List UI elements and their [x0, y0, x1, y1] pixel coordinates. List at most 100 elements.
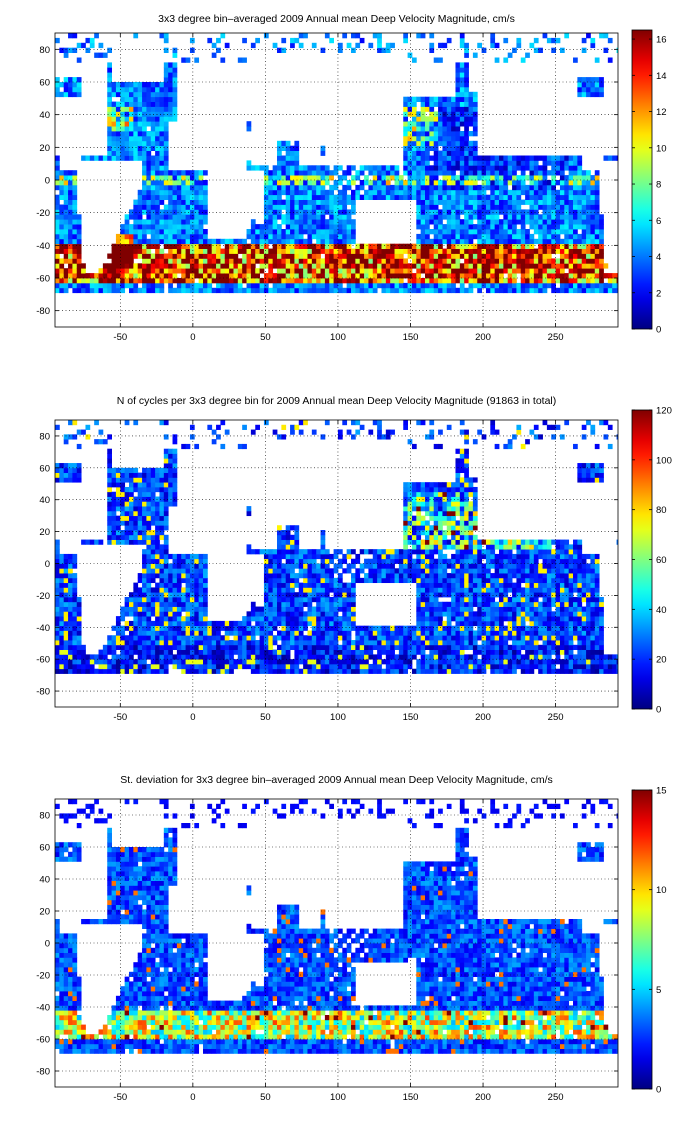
heatmap-cell — [94, 439, 99, 445]
heatmap-cell — [150, 635, 156, 641]
heatmap-cell — [281, 140, 287, 147]
heatmap-cell — [451, 238, 456, 245]
heatmap-cell — [464, 278, 469, 284]
heatmap-cell — [351, 268, 356, 274]
heatmap-cell — [420, 116, 426, 122]
heatmap-cell — [233, 287, 239, 294]
heatmap-cell — [290, 568, 295, 574]
heatmap-cell — [294, 668, 300, 674]
heatmap-cell — [446, 150, 452, 156]
heatmap-cell — [98, 439, 104, 445]
heatmap-cell — [485, 287, 491, 294]
heatmap-cell — [120, 238, 126, 245]
heatmap-cell — [516, 233, 522, 240]
heatmap-cell — [163, 67, 169, 73]
heatmap-cell — [68, 199, 73, 205]
heatmap-cell — [477, 194, 482, 200]
heatmap-cell — [63, 229, 69, 235]
heatmap-cell — [303, 224, 308, 230]
heatmap-cell — [150, 145, 156, 151]
heatmap-cell — [568, 282, 574, 289]
heatmap-cell — [525, 268, 530, 274]
heatmap-cell — [263, 238, 269, 245]
heatmap-cell — [102, 649, 108, 655]
heatmap-cell — [142, 601, 147, 607]
heatmap-cell — [594, 175, 600, 181]
heatmap-cell — [237, 654, 243, 660]
heatmap-cell — [459, 145, 465, 151]
heatmap-cell — [564, 175, 570, 181]
heatmap-cell — [216, 620, 221, 627]
heatmap-cell — [429, 47, 435, 53]
heatmap-cell — [272, 238, 278, 245]
heatmap-cell — [72, 582, 78, 588]
heatmap-cell — [490, 189, 496, 196]
heatmap-cell — [455, 106, 461, 112]
heatmap-cell — [107, 126, 112, 132]
heatmap-cell — [455, 145, 461, 151]
heatmap-cell — [525, 209, 530, 215]
heatmap-cell — [194, 170, 200, 176]
heatmap-cell — [385, 263, 391, 269]
heatmap-cell — [459, 238, 465, 245]
heatmap-cell — [120, 150, 126, 156]
heatmap-cell — [146, 663, 152, 670]
heatmap-cell — [107, 47, 112, 53]
heatmap-cell — [364, 263, 369, 269]
heatmap-cell — [516, 219, 522, 225]
heatmap-cell — [303, 620, 308, 627]
heatmap-cell — [316, 596, 321, 603]
heatmap-cell — [364, 268, 369, 274]
heatmap-cell — [163, 86, 169, 93]
heatmap-cell — [520, 238, 526, 245]
heatmap-cell — [237, 243, 243, 249]
heatmap-cell — [507, 258, 513, 264]
heatmap-cell — [446, 131, 452, 137]
heatmap-cell — [124, 530, 130, 536]
heatmap-cell — [468, 214, 474, 220]
heatmap-cell — [303, 33, 308, 39]
heatmap-cell — [120, 501, 126, 507]
heatmap-cell — [364, 282, 369, 289]
heatmap-cell — [155, 287, 160, 294]
heatmap-cell — [133, 525, 139, 531]
heatmap-cell — [146, 116, 152, 122]
heatmap-cell — [111, 496, 117, 502]
heatmap-cell — [102, 155, 108, 161]
heatmap-cell — [81, 429, 86, 435]
heatmap-cell — [337, 194, 343, 200]
heatmap-cell — [176, 282, 182, 289]
heatmap-cell — [120, 258, 126, 264]
heatmap-cell — [268, 263, 274, 269]
heatmap-cell — [499, 175, 504, 181]
heatmap-cell — [477, 258, 482, 264]
heatmap-cell — [163, 243, 169, 249]
heatmap-cell — [159, 630, 165, 636]
heatmap-cell — [142, 121, 147, 127]
heatmap-cell — [281, 534, 287, 540]
heatmap-cell — [459, 253, 465, 259]
heatmap-cell — [329, 253, 334, 259]
heatmap-cell — [294, 37, 300, 44]
heatmap-cell — [320, 568, 326, 574]
heatmap-cell — [372, 258, 378, 264]
heatmap-cell — [277, 258, 282, 264]
heatmap-cell — [590, 219, 596, 225]
heatmap-cell — [477, 263, 482, 269]
heatmap-cell — [168, 649, 173, 655]
heatmap-cell — [185, 601, 191, 607]
heatmap-cell — [372, 184, 378, 191]
heatmap-cell — [433, 140, 439, 147]
heatmap-cell — [76, 467, 82, 474]
heatmap-cell — [481, 229, 487, 235]
heatmap-cell — [538, 214, 543, 220]
heatmap-cell — [124, 96, 130, 102]
heatmap-cell — [159, 573, 165, 579]
heatmap-cell — [233, 282, 239, 289]
heatmap-cell — [72, 558, 78, 564]
heatmap-cell — [216, 625, 221, 631]
heatmap-cell — [163, 458, 169, 464]
heatmap-cell — [203, 243, 208, 249]
heatmap-cell — [294, 282, 300, 289]
heatmap-cell — [98, 42, 104, 49]
